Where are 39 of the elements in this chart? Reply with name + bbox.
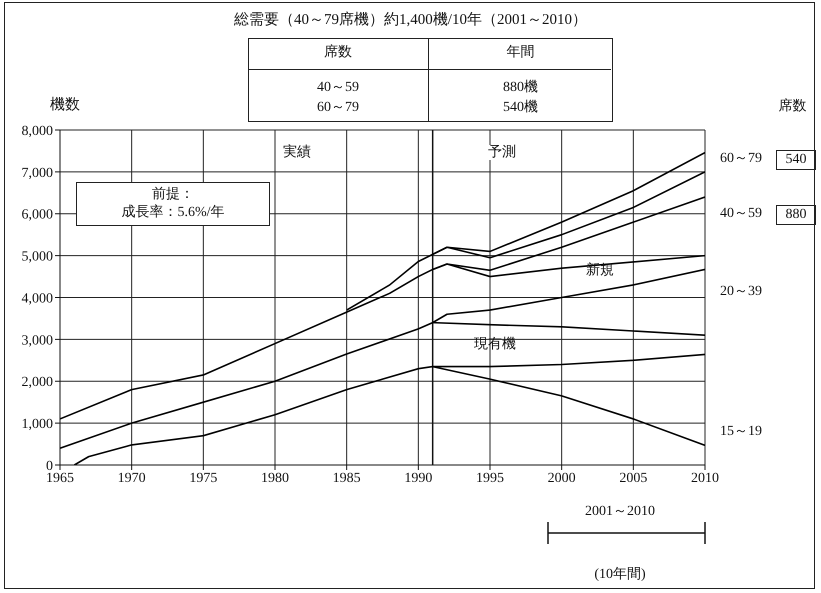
x-tick-label: 2005 [619,470,648,486]
y-tick-label: 1,000 [22,417,53,432]
x-tick-label: 1995 [476,470,504,486]
x-tick-label: 1980 [261,470,289,486]
y-tick-label: 4,000 [22,291,53,306]
text: 540機 [503,100,538,115]
y-tick-label: 8,000 [22,124,53,139]
annotation: 前提： [152,187,194,202]
text: 60～79 [720,151,762,166]
text: 20～39 [720,284,762,299]
chart-title: 総需要（40～79席機）約1,400機/10年（2001～2010） [233,10,588,29]
text: 60～79 [317,100,359,115]
x-tick-label: 1975 [189,470,218,486]
text: (10年間) [594,567,646,582]
x-tick-label: 1970 [118,470,146,486]
text: 40～59 [317,80,359,95]
text: 2001～2010 [585,504,655,519]
y-tick-label: 7,000 [22,166,53,181]
text: 15～19 [720,424,762,439]
y-tick-label: 3,000 [22,333,53,348]
text: 年間 [506,45,534,60]
annotation: 予測 [488,145,516,160]
text: 席数 [778,99,806,114]
y-tick-label: 6,000 [22,208,53,223]
y-tick-label: 2,000 [22,375,53,390]
x-tick-label: 2010 [691,470,719,486]
text: 540 [786,152,806,167]
text: 席数 [324,45,352,60]
y-tick-label: 5,000 [22,250,53,265]
text: 880 [786,207,806,222]
x-tick-label: 2000 [548,470,576,486]
annotation: 成長率：5.6%/年 [121,205,225,220]
x-tick-label: 1990 [404,470,432,486]
annotation: 新規 [586,263,614,278]
y-axis-title: 機数 [50,96,80,114]
text: 880機 [503,80,538,95]
text: 40～59 [720,206,762,221]
annotation: 実績 [283,145,311,160]
x-tick-label: 1985 [332,470,361,486]
